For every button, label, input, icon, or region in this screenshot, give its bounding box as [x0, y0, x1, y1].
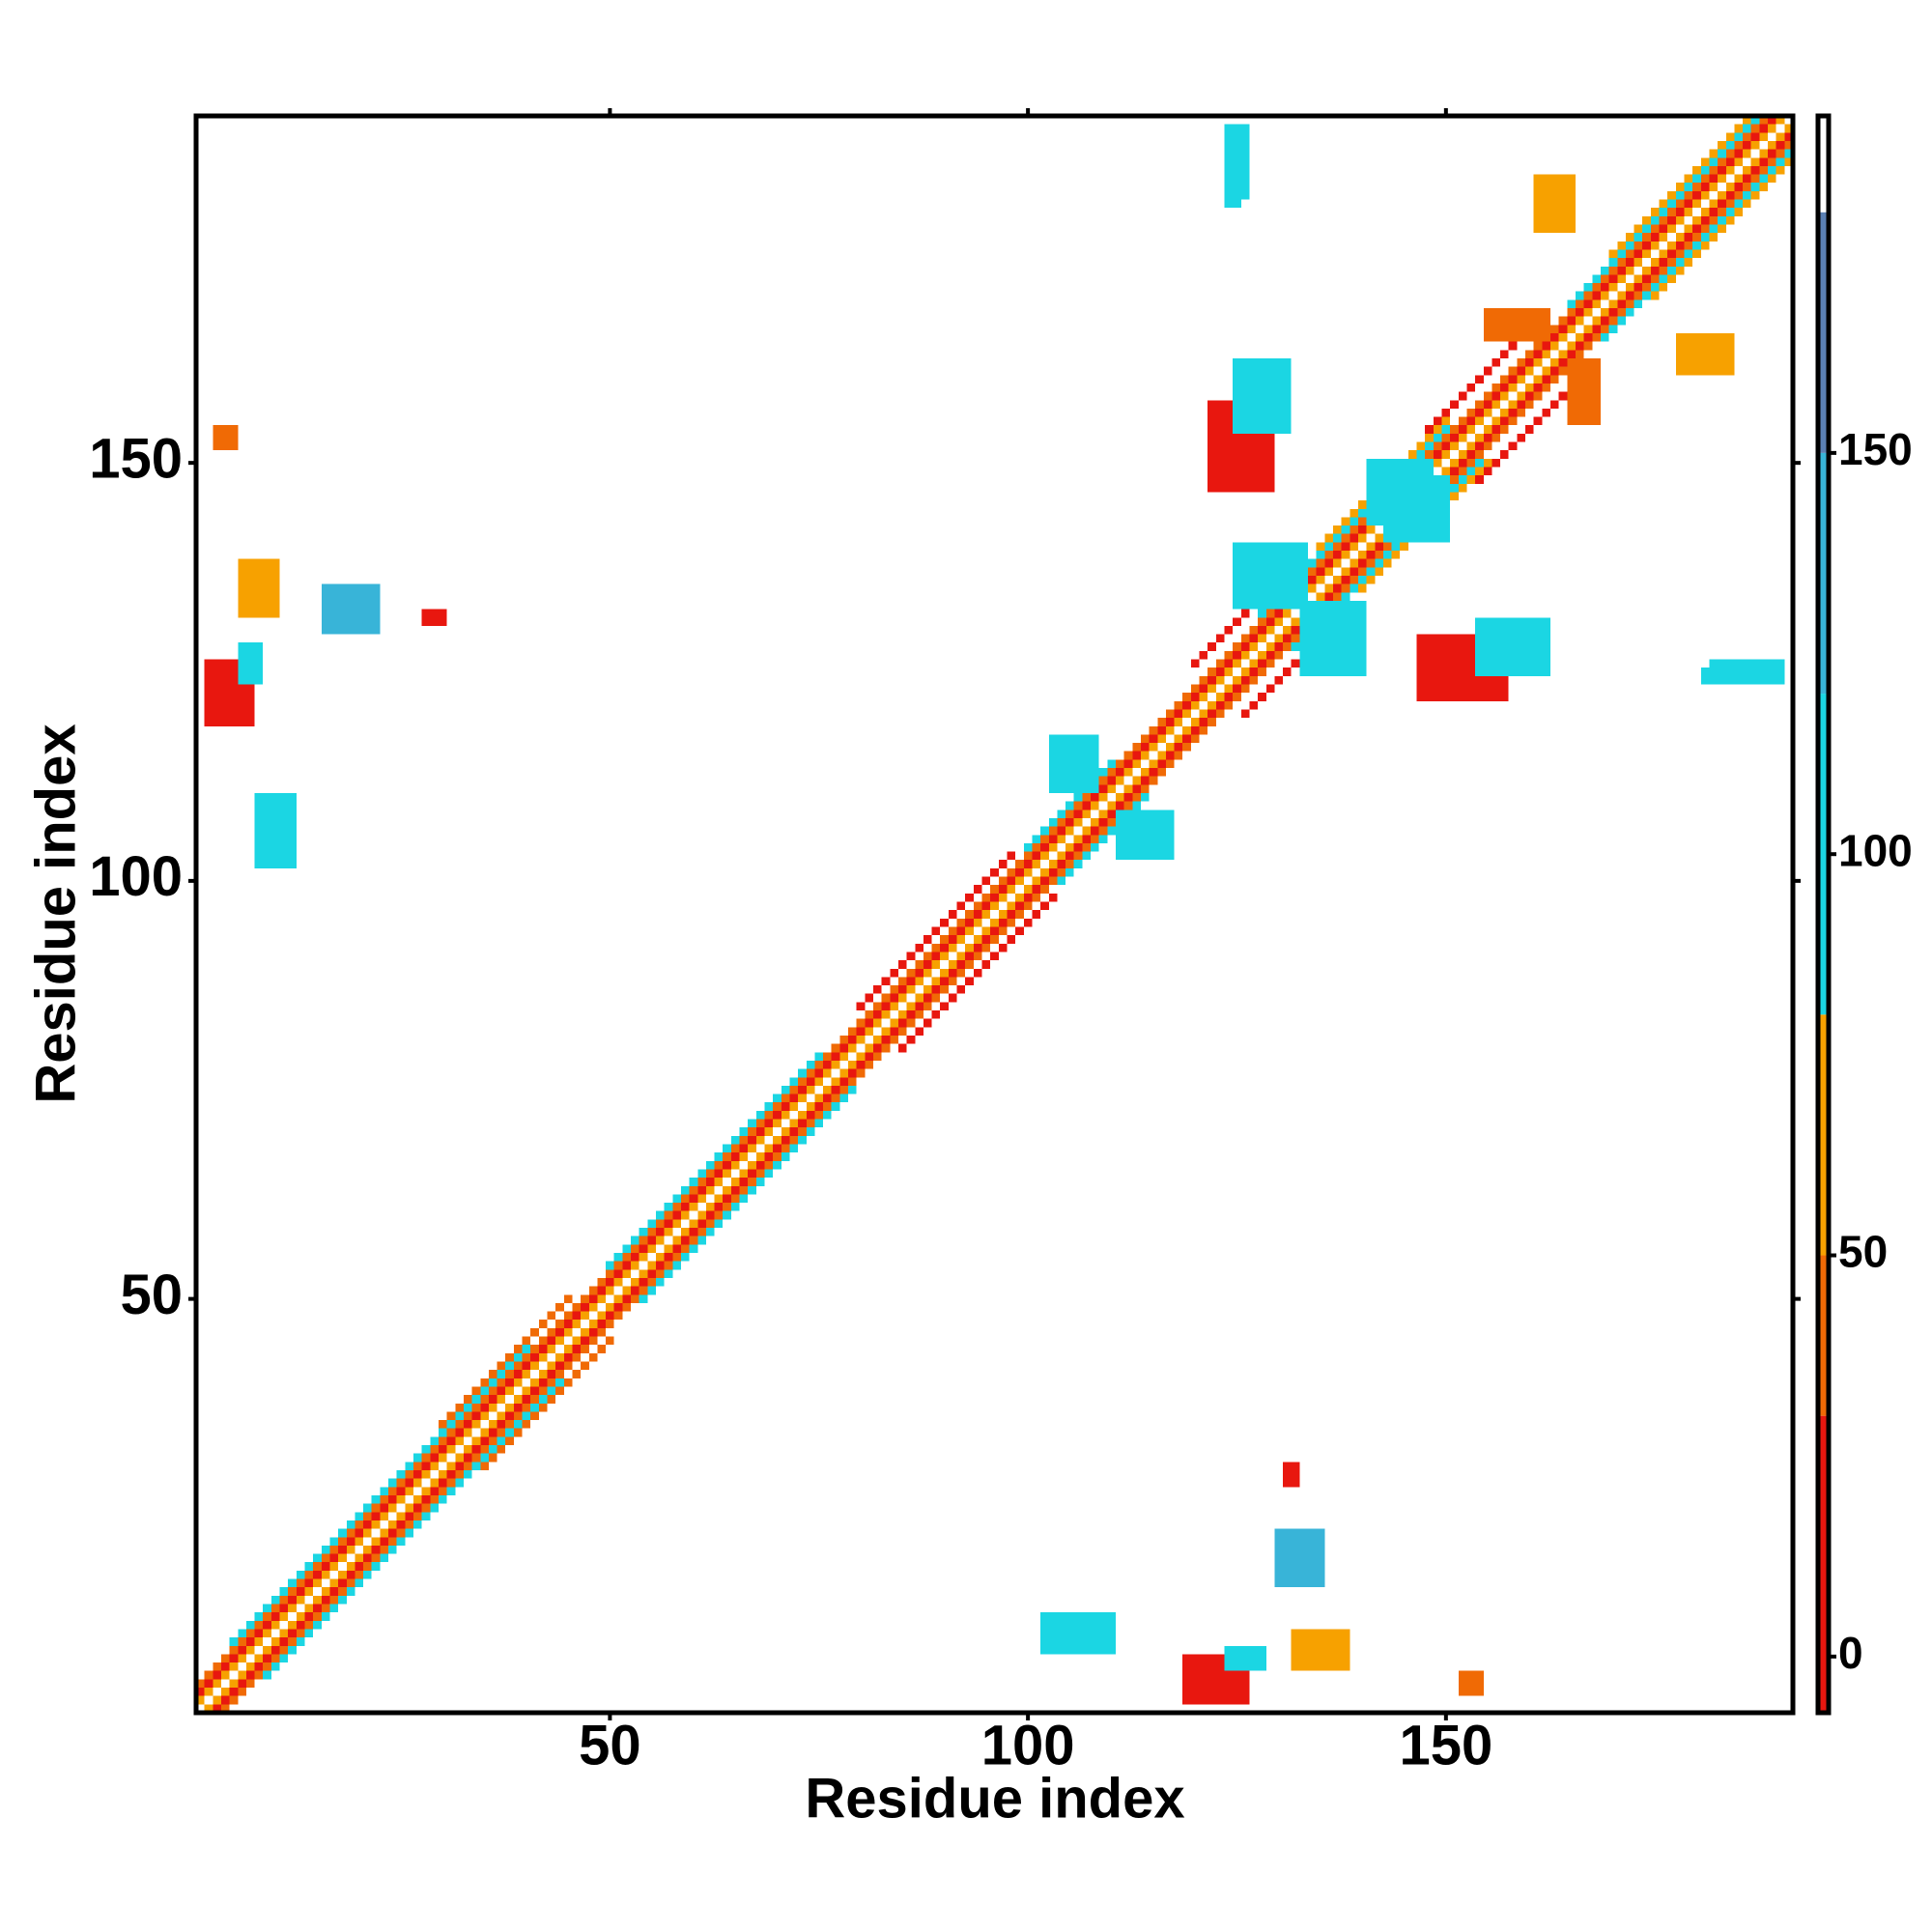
contact-block	[1483, 308, 1551, 342]
contact-block	[1299, 600, 1367, 676]
contact-block	[1567, 357, 1601, 426]
contact-block	[321, 583, 381, 635]
x-tick-label: 150	[1399, 1714, 1492, 1776]
colorbar-frame	[1815, 113, 1832, 1716]
contact-block	[1233, 357, 1292, 434]
y-tick-label: 150	[89, 427, 183, 490]
contact-block	[238, 642, 264, 685]
contact-block	[238, 558, 280, 618]
contact-block	[1382, 475, 1451, 543]
contact-block	[213, 425, 239, 451]
contact-block	[1458, 1670, 1484, 1696]
y-axis-label: Residue index	[24, 724, 87, 1103]
diagonal-band	[897, 893, 1058, 1053]
diagonal-band	[1600, 149, 1793, 342]
colorbar-bin	[1818, 1014, 1829, 1256]
diagonal-band	[480, 1336, 614, 1471]
contact-block	[1233, 542, 1309, 610]
contact-block	[1224, 1645, 1266, 1671]
diagonal-band	[606, 1052, 824, 1270]
diagonal-band	[229, 1345, 531, 1646]
diagonal-band	[1425, 341, 1518, 434]
diagonal-band	[220, 140, 1793, 1713]
contact-block	[1475, 617, 1551, 676]
x-tick-label: 50	[579, 1714, 641, 1776]
diagonal-band	[1567, 116, 1760, 309]
colorbar-bin	[1818, 212, 1829, 453]
colorbar-bin	[1818, 1255, 1829, 1416]
colorbar-tick-label: 100	[1838, 825, 1913, 875]
colorbar-bin	[1818, 1415, 1829, 1713]
plot-frame	[193, 113, 1796, 1716]
colorbar-bin	[1818, 116, 1829, 213]
diagonal-band	[856, 851, 1016, 1011]
contact-block	[1533, 174, 1576, 234]
diagonal-band	[1650, 157, 1793, 300]
diagonal-band	[196, 116, 1776, 1696]
contact-block	[1291, 1629, 1350, 1671]
x-axis-label: Residue index	[805, 1767, 1184, 1830]
contact-block	[1274, 1528, 1325, 1588]
contact-block	[1224, 149, 1241, 209]
diagonal-band	[1475, 391, 1568, 484]
diagonal-band	[1190, 600, 1259, 668]
diagonal-band	[213, 132, 1794, 1714]
contact-block	[254, 793, 297, 868]
colorbar-tick-label: 50	[1838, 1227, 1888, 1277]
diagonal-band	[438, 1294, 573, 1429]
contact-block	[1700, 668, 1760, 685]
contact-block	[1048, 734, 1099, 794]
diagonal-band	[639, 1085, 857, 1303]
diagonal-band	[263, 1378, 564, 1680]
x-tick-label: 100	[981, 1714, 1075, 1776]
diagonal-band	[196, 116, 1769, 1689]
colorbar-bin	[1818, 452, 1829, 695]
y-tick-label: 50	[120, 1264, 183, 1326]
colorbar-tick-label: 0	[1838, 1628, 1863, 1678]
diagonal-band	[1608, 116, 1751, 259]
colorbar-tick-label: 150	[1838, 424, 1913, 474]
contact-block	[421, 609, 447, 626]
y-tick-label: 100	[89, 845, 183, 908]
contact-block	[1040, 1612, 1116, 1655]
contact-block	[1283, 1462, 1300, 1488]
contact-block	[1675, 333, 1735, 376]
colorbar-bin	[1818, 694, 1829, 1015]
contact-block	[1115, 810, 1175, 861]
diagonal-band	[1240, 650, 1309, 719]
